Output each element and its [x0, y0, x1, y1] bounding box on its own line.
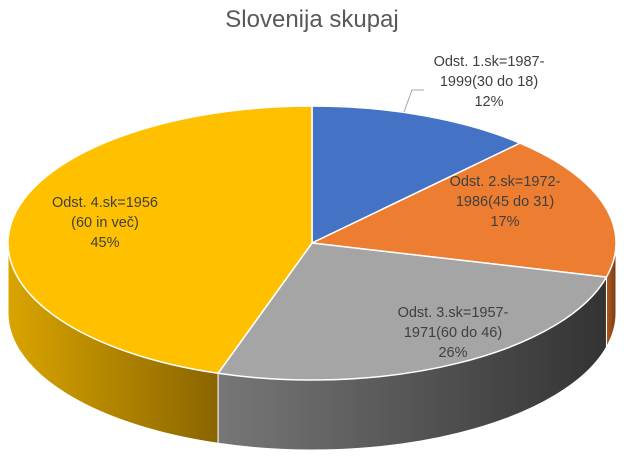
label-percent: 17%	[490, 214, 520, 230]
label-percent: 26%	[438, 345, 468, 361]
label-name: Odst. 3.sk=1957-1971(60 do 46)	[397, 305, 509, 341]
chart-title: Slovenija skupaj	[225, 6, 399, 33]
data-label-1: Odst. 1.sk=1987-1999(30 do 18) 12%	[404, 52, 574, 112]
label-percent: 12%	[474, 94, 504, 110]
pie-slice	[309, 142, 617, 278]
data-label-2: Odst. 2.sk=1972-1986(45 do 31) 17%	[420, 172, 590, 232]
pie-slice	[216, 242, 608, 381]
pie-slice	[7, 105, 313, 375]
data-label-4: Odst. 4.sk=1956 (60 in več) 45%	[30, 193, 180, 253]
leader-line	[403, 89, 424, 113]
data-label-3: Odst. 3.sk=1957-1971(60 do 46) 26%	[368, 303, 538, 363]
label-percent: 45%	[90, 235, 120, 251]
label-name: Odst. 2.sk=1972-1986(45 do 31)	[449, 174, 561, 210]
label-name: Odst. 1.sk=1987-1999(30 do 18)	[433, 54, 545, 90]
label-line: (60 in več)	[71, 215, 139, 231]
pie-slice	[311, 105, 522, 245]
label-line: Odst. 4.sk=1956	[52, 195, 158, 211]
